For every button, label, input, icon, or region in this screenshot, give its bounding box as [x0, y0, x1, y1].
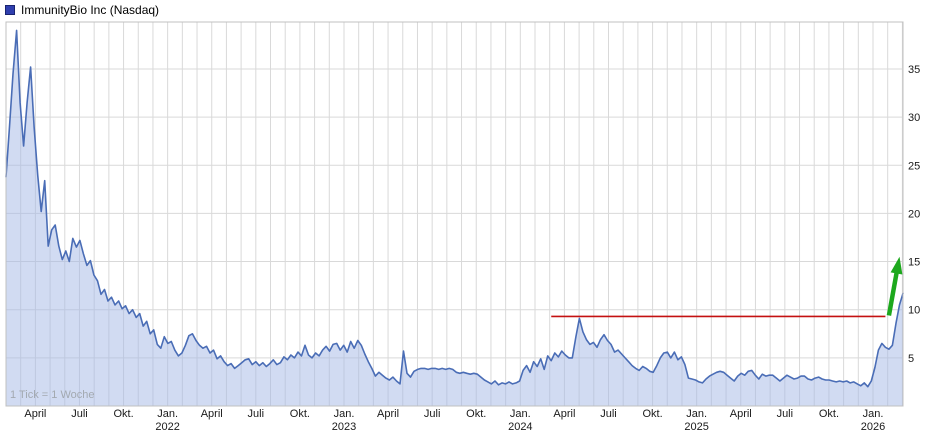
x-axis-label: Jan. — [334, 408, 355, 420]
chart-title: ImmunityBio Inc (Nasdaq) — [21, 3, 160, 17]
x-axis-label: Okt. — [642, 408, 662, 420]
x-axis-label: April — [201, 408, 223, 420]
x-axis-label: Juli — [71, 408, 88, 420]
x-axis-label: Juli — [248, 408, 265, 420]
trend-arrow-head — [890, 256, 903, 275]
x-axis-label: Juli — [424, 408, 441, 420]
x-axis-year-label: 2023 — [332, 421, 356, 433]
y-axis-label: 25 — [908, 160, 920, 172]
x-axis-year-label: 2026 — [861, 421, 885, 433]
price-line — [5, 29, 904, 388]
x-axis-year-label: 2022 — [155, 421, 179, 433]
y-axis-label: 5 — [908, 353, 914, 365]
y-axis-label: 30 — [908, 112, 920, 124]
x-axis-year-label: 2025 — [684, 421, 708, 433]
y-axis-label: 10 — [908, 305, 920, 317]
x-axis-label: Jan. — [686, 408, 707, 420]
x-axis-label: April — [553, 408, 575, 420]
x-axis-label: April — [377, 408, 399, 420]
x-axis-label: Okt. — [466, 408, 486, 420]
x-axis-label: April — [24, 408, 46, 420]
x-axis-label: Jan. — [510, 408, 531, 420]
y-axis-label: 15 — [908, 257, 920, 269]
x-axis-label: Juli — [600, 408, 617, 420]
x-axis-label: Jan. — [157, 408, 178, 420]
y-axis-label: 20 — [908, 208, 920, 220]
x-axis-label: Jan. — [863, 408, 884, 420]
chart-legend: ImmunityBio Inc (Nasdaq) — [5, 3, 159, 17]
x-axis-label: Okt. — [290, 408, 310, 420]
area-fill — [6, 30, 903, 407]
tick-note: 1 Tick = 1 Woche — [10, 389, 94, 401]
trend-arrow-shaft — [886, 270, 900, 316]
x-axis-year-label: 2024 — [508, 421, 532, 433]
x-axis-label: Juli — [777, 408, 794, 420]
y-axis-label: 35 — [908, 64, 920, 76]
plot-border — [5, 21, 904, 407]
x-axis-label: Okt. — [113, 408, 133, 420]
legend-color-swatch — [5, 5, 15, 15]
x-axis-label: April — [730, 408, 752, 420]
x-axis-label: Okt. — [819, 408, 839, 420]
